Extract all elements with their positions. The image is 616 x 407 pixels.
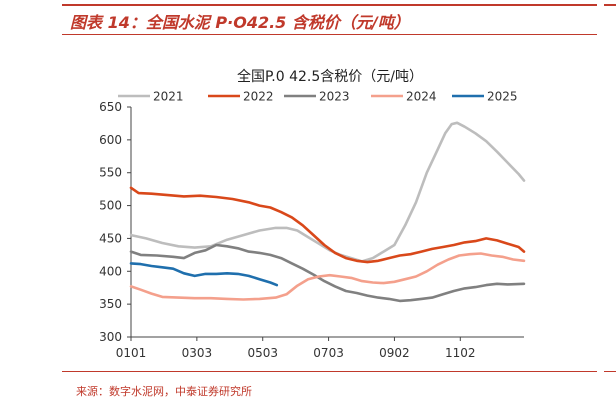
y-tick-label: 400	[99, 264, 122, 278]
y-tick-label: 500	[99, 199, 122, 213]
series-line-2024	[129, 252, 526, 301]
series-line-2022	[129, 186, 526, 264]
y-tick-label: 550	[99, 166, 122, 180]
x-tick-label: 0703	[313, 346, 344, 360]
y-tick-label: 450	[99, 231, 122, 245]
x-tick-label: 1102	[445, 346, 476, 360]
source-note: 来源：数字水泥网，中泰证券研究所	[76, 385, 252, 398]
edge-rule-top	[604, 4, 616, 6]
y-tick-label: 300	[99, 330, 122, 344]
x-tick-label: 0101	[116, 346, 147, 360]
legend-label-2025: 2025	[487, 90, 518, 104]
x-tick-label: 0303	[182, 346, 213, 360]
legend: 2021 2022 2023 2024 2025	[118, 90, 518, 104]
series-lines	[129, 121, 526, 303]
y-tick-label: 650	[99, 100, 122, 114]
figure-title: 图表 14：全国水泥 P·O42.5 含税价（元/吨）	[70, 13, 410, 32]
title-bottom-rule	[62, 34, 597, 35]
series-line-2025	[129, 262, 279, 287]
x-tick-label: 0503	[247, 346, 278, 360]
y-tick-label: 350	[99, 297, 122, 311]
legend-label-2023: 2023	[319, 90, 350, 104]
chart-title: 全国P.0 42.5含税价（元/吨）	[237, 68, 423, 85]
edge-rule-bottom	[604, 371, 616, 372]
footer-rule	[62, 371, 597, 372]
legend-label-2021: 2021	[153, 90, 184, 104]
legend-label-2022: 2022	[243, 90, 274, 104]
axes: 650 600 550 500 450 400 350 300 0101 0303 0503 0703…	[99, 100, 524, 360]
title-top-rule	[62, 4, 597, 6]
y-tick-label: 600	[99, 133, 122, 147]
series-line-2023	[129, 243, 526, 303]
legend-label-2024: 2024	[406, 90, 437, 104]
series-line-2021	[129, 121, 526, 263]
x-tick-label: 0902	[379, 346, 410, 360]
